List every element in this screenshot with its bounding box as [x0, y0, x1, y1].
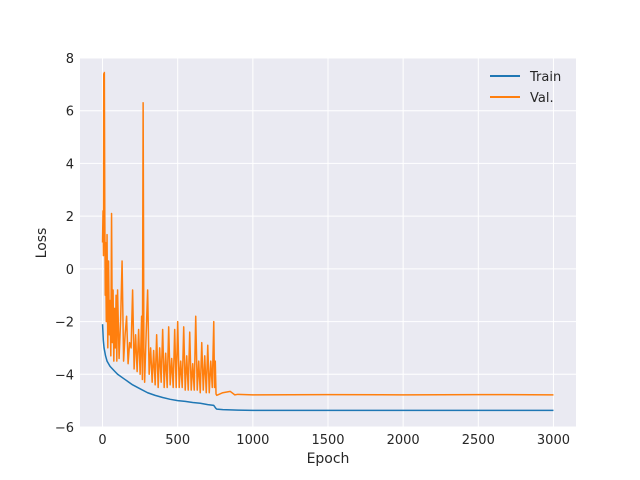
x-tick-label: 2500: [462, 433, 495, 448]
y-tick-label: 6: [66, 105, 74, 120]
y-tick-label: 8: [66, 52, 74, 67]
legend: Train Val.: [490, 70, 561, 106]
x-tick-label: 3000: [537, 433, 570, 448]
tick-labels: 0 500 1000 1500 2000 2500 3000 −6 −4 −2 0 2 4 6 8: [55, 52, 570, 448]
y-tick-label: 4: [66, 157, 74, 172]
grid-lines: [80, 57, 576, 428]
x-tick-label: 1000: [236, 433, 269, 448]
train-series-line: [101, 324, 554, 412]
y-tick-label: 0: [66, 263, 74, 278]
y-tick-label: −6: [55, 421, 74, 436]
val-series-line: [101, 71, 554, 397]
y-tick-label: 2: [66, 210, 74, 225]
x-tick-label: 2000: [387, 433, 420, 448]
series-lines: [101, 71, 554, 412]
y-axis-label: Loss: [34, 228, 50, 259]
x-axis-label: Epoch: [307, 451, 350, 467]
y-tick-label: −4: [55, 368, 74, 383]
y-tick-label: −2: [55, 316, 74, 331]
x-tick-label: 0: [98, 433, 106, 448]
val-legend-label: Val.: [530, 91, 554, 106]
x-tick-label: 1500: [311, 433, 344, 448]
train-legend-label: Train: [529, 70, 561, 85]
x-tick-label: 500: [165, 433, 190, 448]
